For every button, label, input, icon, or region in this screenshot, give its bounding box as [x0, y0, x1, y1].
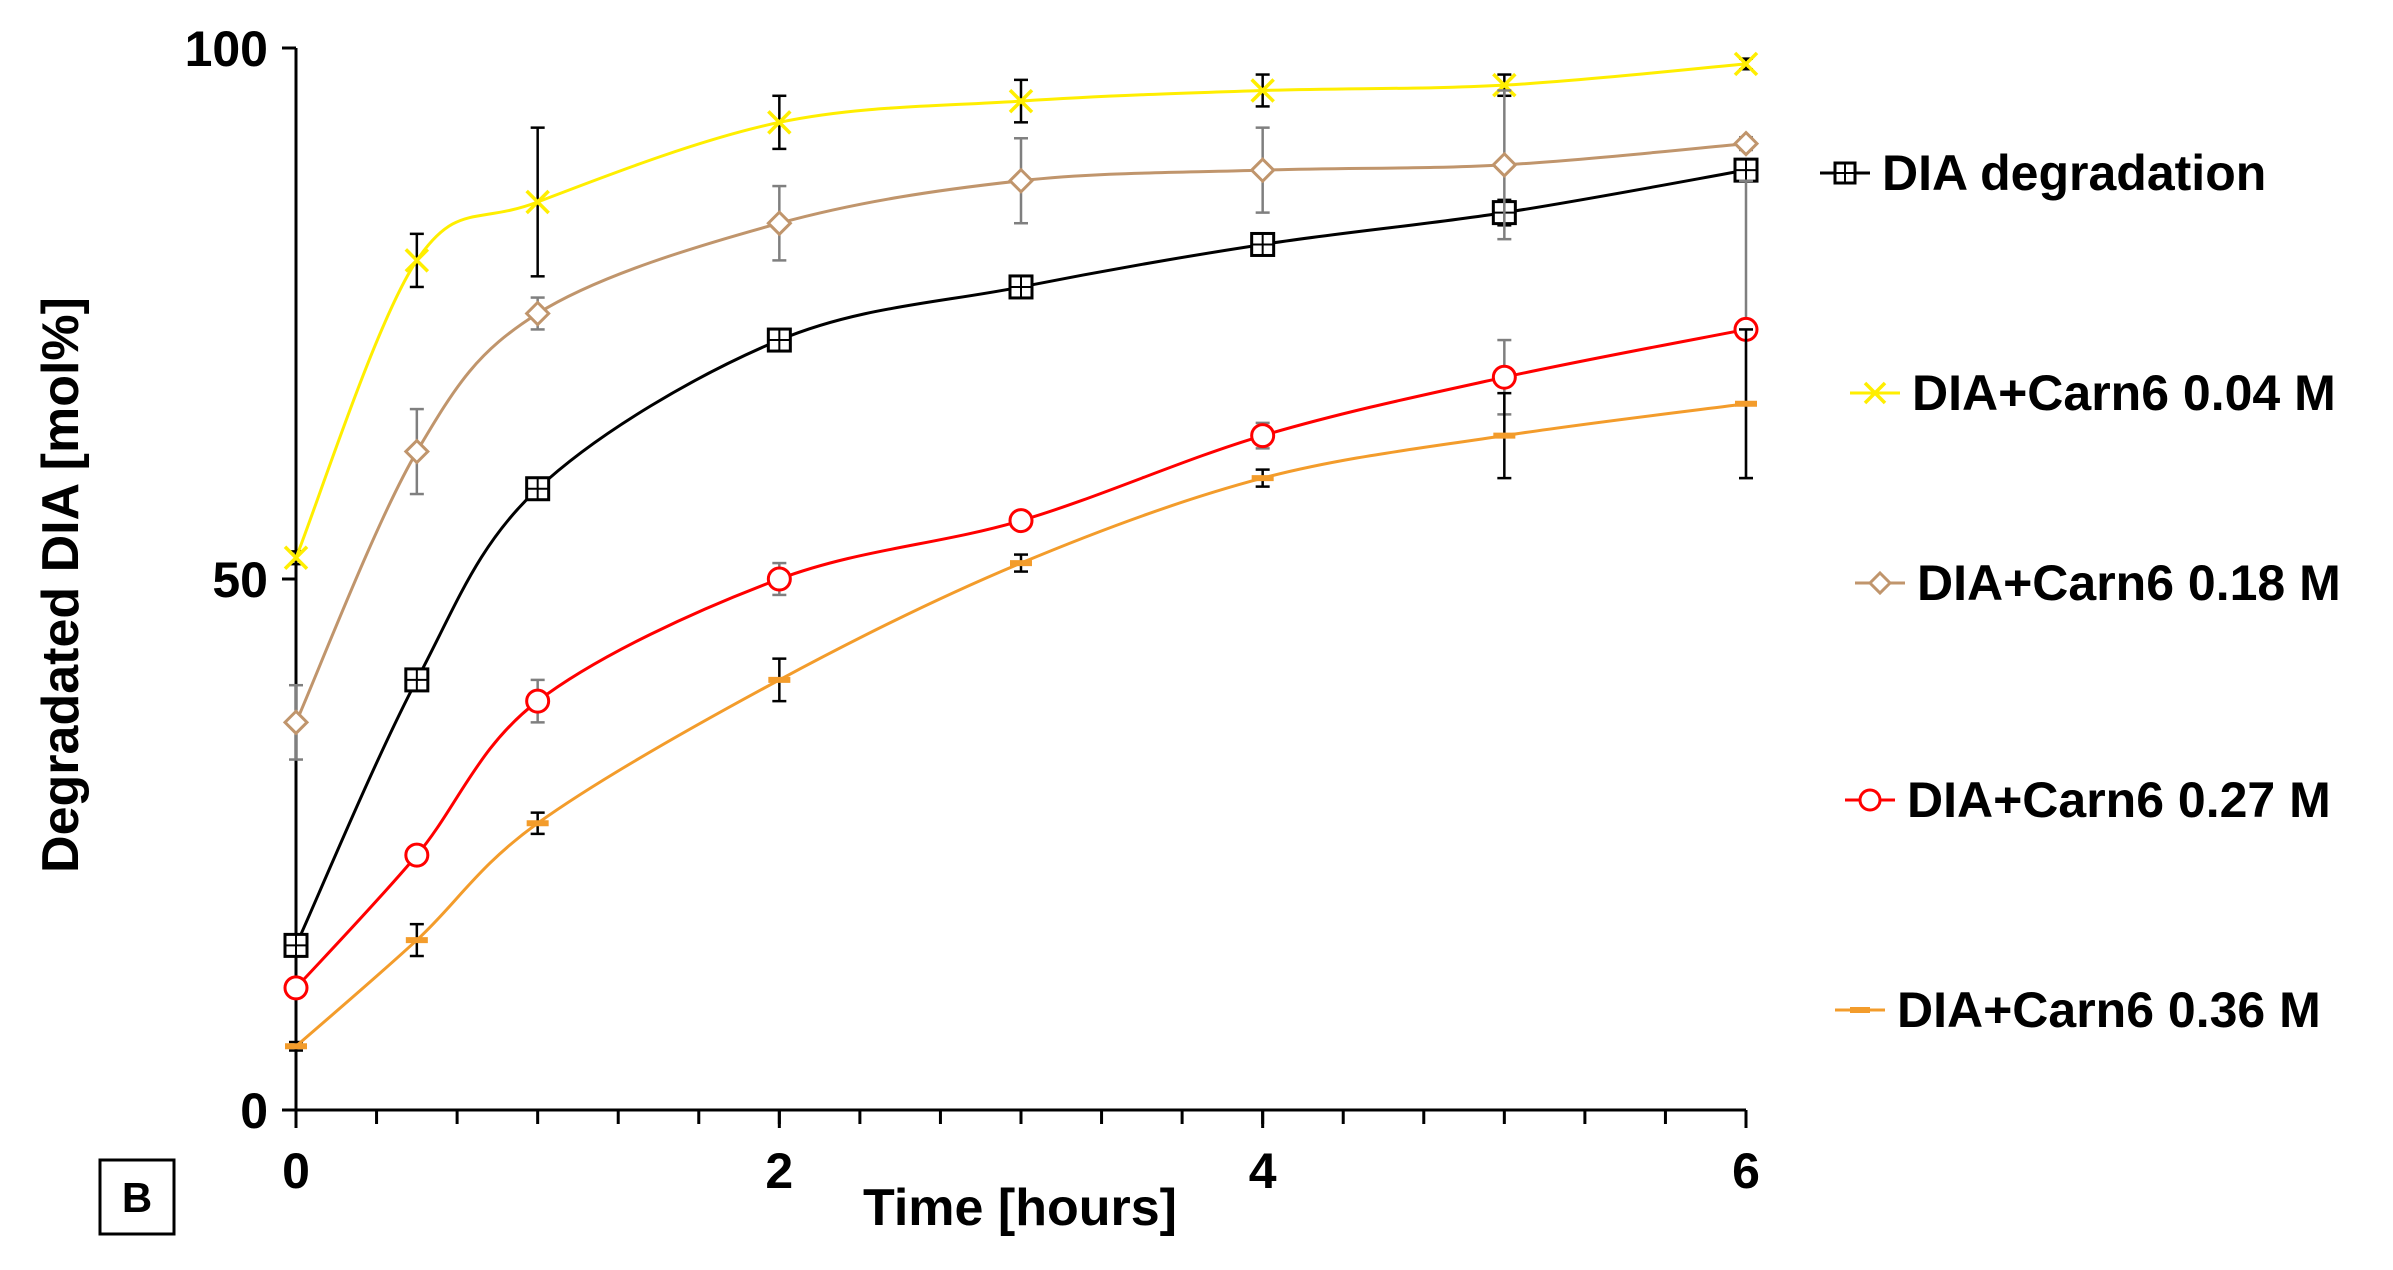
x-tick-label: 6: [1732, 1143, 1760, 1199]
data-point: [1491, 151, 1518, 178]
legend-item: DIA degradation: [1820, 145, 2266, 201]
data-point: [766, 210, 793, 237]
data-point: [1008, 88, 1034, 114]
series-3: [283, 179, 1759, 1001]
marker-circle: [1008, 508, 1034, 534]
marker-circle: [1491, 364, 1517, 390]
data-point: [1732, 130, 1760, 157]
series-line: [295, 402, 1747, 1048]
marker-x-b: [1008, 88, 1034, 114]
marker-circle: [525, 688, 551, 714]
data-point: [525, 189, 550, 215]
marker-diamond: [403, 438, 430, 465]
legend-label: DIA+Carn6 0.27 M: [1907, 772, 2331, 828]
data-point: [1492, 72, 1517, 98]
marker-diamond: [1249, 157, 1276, 184]
marker-x-b: [1250, 78, 1275, 103]
data-point: [1733, 157, 1759, 183]
legend-label: DIA+Carn6 0.36 M: [1897, 982, 2321, 1038]
y-axis-title: Degradated DIA [mol%]: [32, 297, 90, 873]
x-tick-label: 4: [1249, 1143, 1277, 1199]
legend-marker: [1863, 381, 1887, 405]
legend-marker: [1867, 570, 1893, 596]
marker-x-b: [1863, 381, 1887, 405]
data-point: [283, 975, 309, 1001]
axes: 0 50 100 0 2 4 6: [185, 21, 1760, 1199]
data-point: [1008, 508, 1034, 534]
x-axis-title: Time [hours]: [863, 1179, 1177, 1237]
legend-item: DIA+Carn6 0.27 M: [1845, 772, 2331, 828]
data-point: [1250, 78, 1275, 103]
x-tick-label: 2: [765, 1143, 793, 1199]
y-tick-label: 50: [212, 552, 268, 608]
legend-marker: [1833, 161, 1857, 185]
marker-circle: [283, 975, 309, 1001]
y-tick-label: 0: [240, 1083, 268, 1139]
data-point: [1008, 274, 1034, 300]
marker-circle: [1858, 788, 1882, 812]
marker-diamond: [282, 709, 310, 736]
series-0: [283, 157, 1759, 958]
marker-diamond: [766, 210, 793, 237]
data-point: [524, 300, 551, 327]
data-point: [404, 248, 430, 273]
legend-label: DIA+Carn6 0.18 M: [1917, 555, 2341, 611]
data-point: [525, 476, 551, 502]
legend-item: DIA+Carn6 0.18 M: [1855, 555, 2341, 611]
legend-label: DIA degradation: [1882, 145, 2266, 201]
data-point: [403, 438, 430, 465]
marker-x-b: [525, 189, 550, 215]
marker-x-b: [1733, 51, 1759, 77]
marker-diamond: [1491, 151, 1518, 178]
legend: DIA degradation DIA+Carn6 0.04 M DIA+Carn6…: [1820, 145, 2341, 1038]
legend-marker: [1858, 788, 1882, 812]
series-2: [282, 89, 1760, 761]
series-1: [283, 51, 1759, 570]
data-point: [1250, 231, 1276, 257]
marker-x-b: [767, 110, 792, 135]
marker-circle: [404, 842, 430, 868]
data-point: [1250, 423, 1276, 449]
marker-diamond: [1732, 130, 1760, 157]
series-line: [294, 327, 1747, 989]
data-point: [766, 327, 792, 353]
data-point: [283, 545, 309, 570]
data-point: [766, 566, 792, 592]
legend-label: DIA+Carn6 0.04 M: [1912, 365, 2336, 421]
y-tick-label: 100: [185, 21, 268, 77]
data-point: [767, 110, 792, 135]
data-point: [1733, 51, 1759, 77]
marker-x-b: [1492, 72, 1517, 98]
marker-diamond: [1867, 570, 1893, 596]
marker-circle: [1250, 423, 1276, 449]
marker-x-b: [283, 545, 309, 570]
series-4: [285, 328, 1757, 1052]
marker-diamond: [1007, 167, 1035, 194]
data-point: [525, 688, 551, 714]
series-group: [282, 51, 1760, 1052]
data-point: [404, 667, 430, 693]
marker-diamond: [524, 300, 551, 327]
marker-circle: [766, 566, 792, 592]
data-point: [1491, 364, 1517, 390]
data-point: [282, 709, 310, 736]
x-tick-label: 0: [282, 1143, 310, 1199]
data-point: [1249, 157, 1276, 184]
legend-item: DIA+Carn6 0.04 M: [1850, 365, 2336, 421]
legend-item: DIA+Carn6 0.36 M: [1835, 982, 2321, 1038]
data-point: [404, 842, 430, 868]
panel-label-box: [98, 1158, 176, 1236]
data-point: [1007, 167, 1035, 194]
data-point: [283, 932, 309, 958]
panel-label: B: [122, 1174, 152, 1221]
marker-x-b: [404, 248, 430, 273]
